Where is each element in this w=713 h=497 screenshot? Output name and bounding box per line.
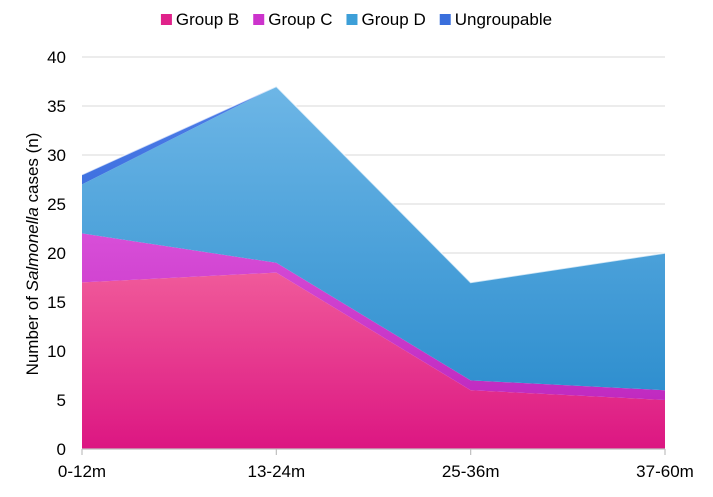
- y-tick-label: 25: [47, 195, 66, 214]
- x-tick-label: 13-24m: [248, 462, 306, 481]
- y-axis-title-italic: Salmonella: [23, 207, 42, 291]
- series-areas: [81, 85, 666, 449]
- legend-item-ungroupable: Ungroupable: [439, 10, 552, 29]
- y-tick-label: 0: [57, 440, 66, 459]
- x-tick-labels: 0-12m 13-24m 25-36m 37-60m: [58, 462, 694, 481]
- legend-label: Group B: [176, 10, 239, 29]
- legend-swatch: [346, 14, 358, 25]
- x-tick-label: 0-12m: [58, 462, 106, 481]
- legend-item-group-b: Group B: [160, 10, 239, 29]
- y-tick-label: 40: [47, 48, 66, 67]
- y-tick-label: 20: [47, 244, 66, 263]
- x-tick-label: 25-36m: [442, 462, 500, 481]
- x-tick-label: 37-60m: [636, 462, 694, 481]
- y-tick-label: 15: [47, 293, 66, 312]
- y-tick-label: 35: [47, 97, 66, 116]
- area-group-c: [82, 233, 665, 400]
- area-group-b: [82, 272, 665, 449]
- y-axis-title-suffix: cases (n): [23, 133, 42, 208]
- legend-swatch: [160, 14, 172, 25]
- y-tick-label: 10: [47, 342, 66, 361]
- axes: [81, 448, 666, 455]
- legend-item-group-d: Group D: [346, 10, 426, 29]
- legend-label: Ungroupable: [455, 10, 552, 29]
- legend-swatch: [253, 14, 265, 25]
- legend-label: Group D: [361, 10, 425, 29]
- y-axis-title: Number of Salmonella cases (n): [23, 133, 42, 376]
- area-group-d: [82, 86, 665, 391]
- y-tick-label: 30: [47, 146, 66, 165]
- legend: Group B Group C Group D Ungroupable: [160, 10, 552, 29]
- y-axis-title-prefix: Number of: [23, 291, 42, 375]
- stack-top-outline: [81, 85, 666, 284]
- y-tick-labels: 0 5 10 15 20 25 30 35 40: [47, 48, 66, 459]
- legend-item-group-c: Group C: [253, 10, 332, 29]
- y-tick-label: 5: [57, 391, 66, 410]
- legend-swatch: [439, 14, 451, 25]
- legend-label: Group C: [268, 10, 332, 29]
